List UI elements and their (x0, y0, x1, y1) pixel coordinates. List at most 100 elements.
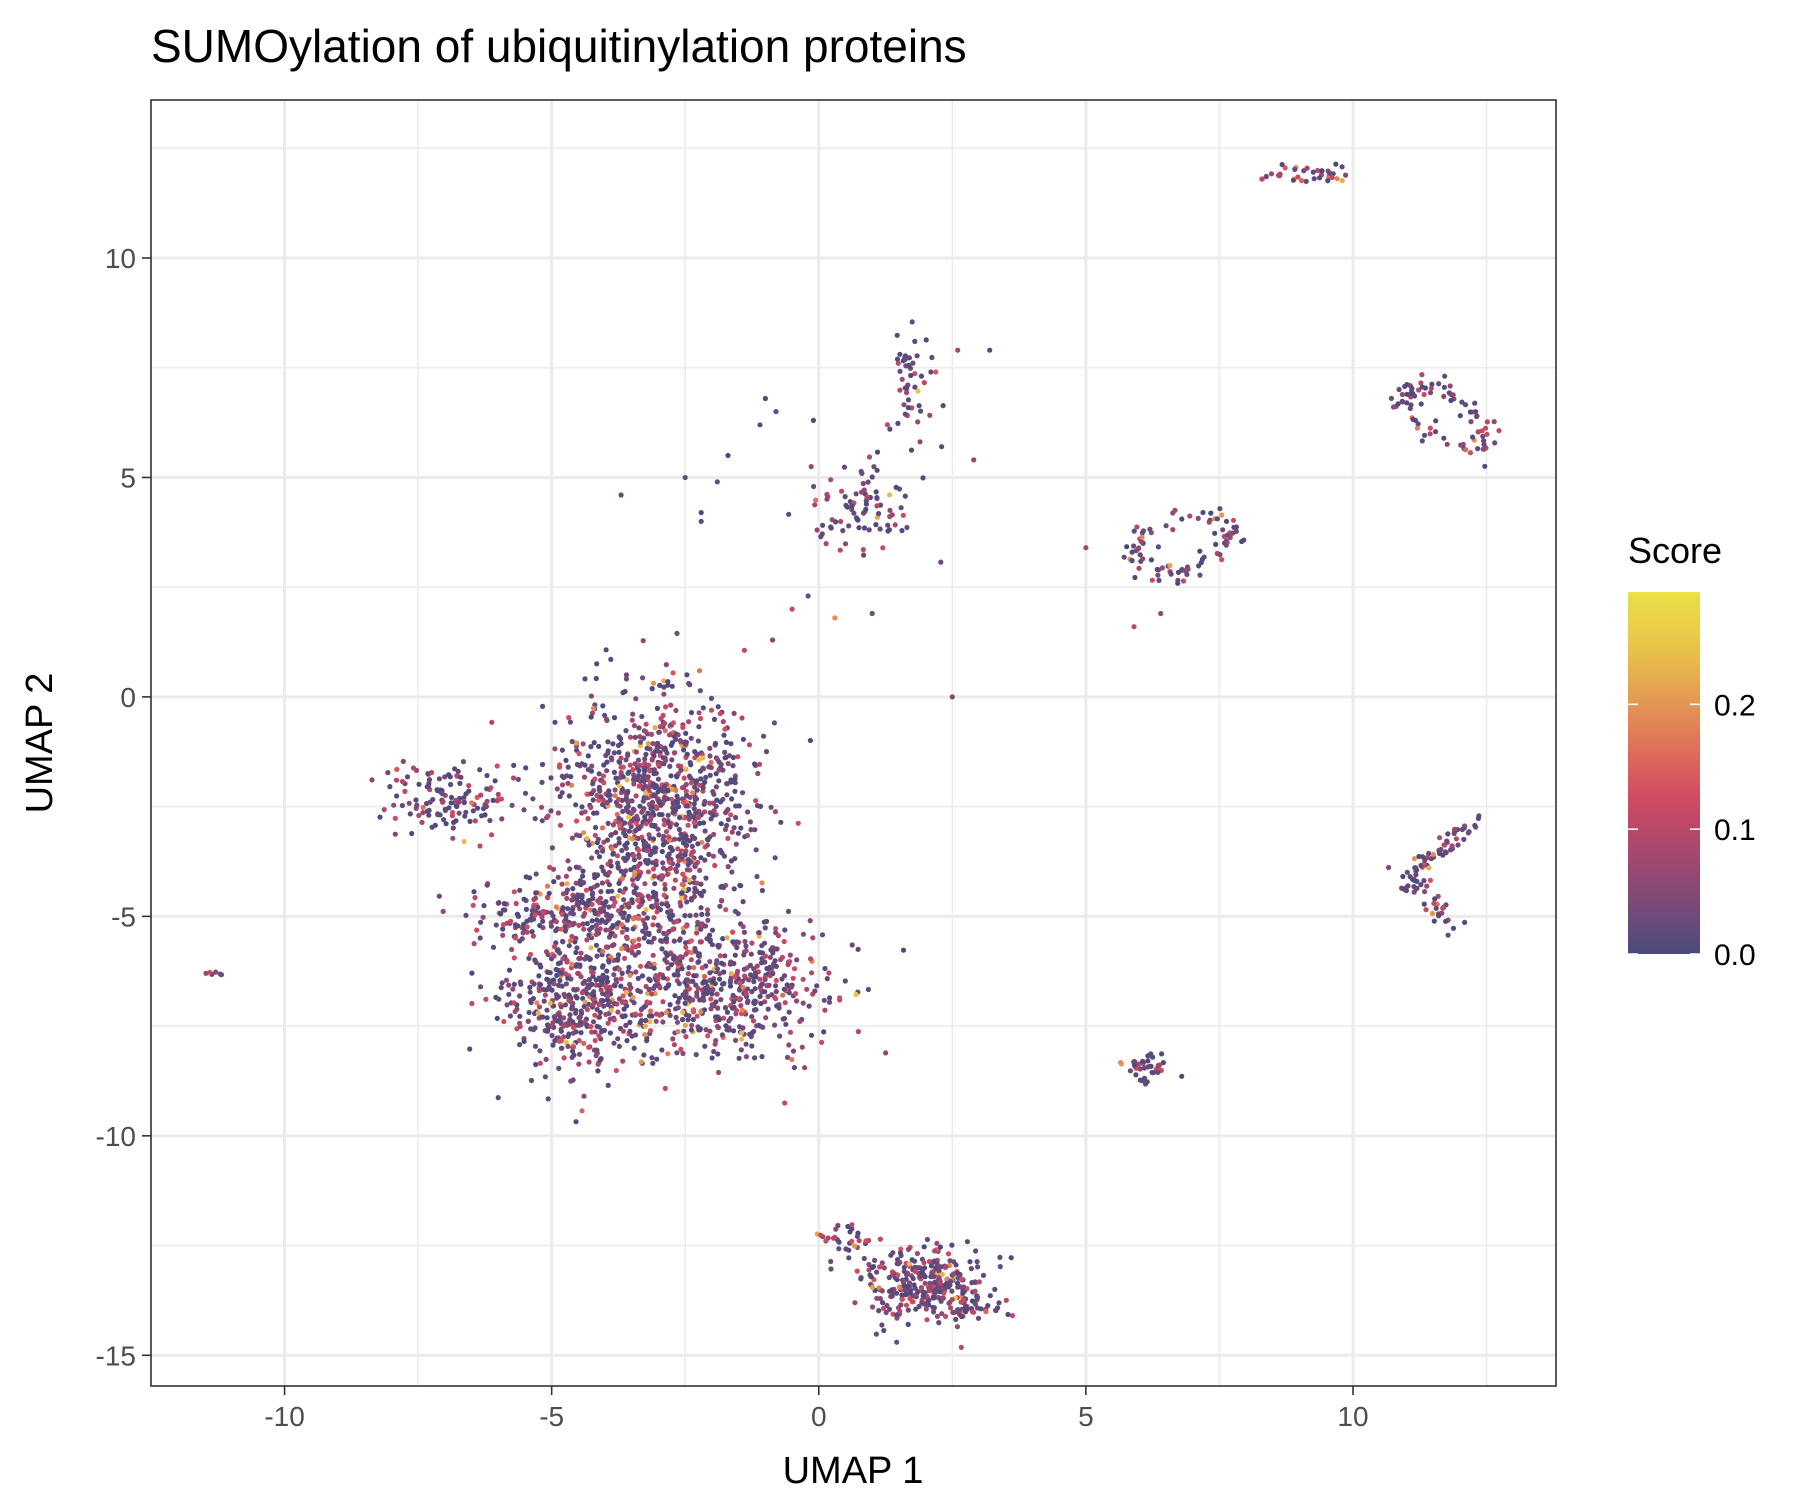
data-point (660, 975, 667, 981)
data-point (638, 1059, 644, 1065)
data-point (1468, 419, 1474, 425)
data-point (764, 982, 770, 989)
data-point (905, 1246, 912, 1252)
data-point (1390, 404, 1397, 410)
data-point (1219, 557, 1225, 563)
data-point (1404, 391, 1410, 397)
data-point (499, 816, 505, 822)
data-point (477, 935, 483, 941)
data-point (822, 965, 828, 972)
data-point (704, 907, 711, 913)
data-point (897, 1250, 904, 1256)
data-point (724, 1009, 731, 1015)
data-point (874, 1269, 880, 1275)
data-point (593, 942, 600, 948)
data-point (722, 749, 728, 756)
data-point (720, 884, 727, 891)
data-point (624, 777, 630, 783)
data-point (472, 895, 478, 901)
data-point (696, 710, 702, 716)
data-point (694, 930, 700, 936)
data-point (715, 942, 721, 949)
data-point (420, 810, 426, 816)
data-point (1259, 176, 1265, 182)
data-point (592, 832, 598, 838)
data-point (1450, 925, 1457, 931)
data-point (912, 384, 918, 390)
data-point (686, 773, 693, 779)
data-point (889, 512, 895, 518)
data-point (890, 1250, 896, 1256)
data-point (603, 944, 609, 950)
data-point (703, 1027, 709, 1033)
data-point (630, 767, 636, 773)
data-point (800, 1000, 806, 1006)
data-point (494, 763, 500, 769)
data-point (1279, 161, 1285, 168)
data-point (698, 939, 705, 945)
data-point (868, 1274, 874, 1280)
data-point (752, 1055, 758, 1061)
data-point (620, 774, 626, 780)
data-point (619, 929, 625, 935)
data-point (684, 899, 690, 905)
data-point (863, 506, 869, 512)
data-point (599, 917, 605, 923)
data-point (510, 775, 517, 781)
data-point (681, 747, 687, 753)
data-point (1179, 516, 1185, 522)
data-point (1492, 440, 1498, 446)
data-point (609, 924, 615, 931)
data-point (995, 1305, 1001, 1311)
data-point (718, 761, 724, 768)
data-point (639, 713, 645, 720)
data-point (588, 1024, 594, 1030)
data-point (828, 477, 834, 483)
data-point (565, 764, 571, 770)
data-point (781, 938, 787, 945)
data-point (699, 839, 705, 845)
data-point (576, 1061, 582, 1067)
data-point (725, 835, 731, 842)
data-point (1427, 431, 1433, 437)
data-point (529, 907, 535, 914)
data-point (849, 1238, 855, 1244)
data-point (517, 979, 524, 985)
data-point (1442, 373, 1448, 379)
data-point (928, 369, 934, 375)
data-point (419, 819, 425, 826)
data-point (520, 930, 526, 936)
data-point (668, 908, 674, 914)
data-point (673, 731, 679, 737)
data-point (749, 1043, 755, 1049)
data-point (732, 952, 738, 958)
data-point (596, 784, 603, 790)
data-point (1445, 932, 1451, 938)
data-point (484, 882, 490, 888)
data-point (678, 831, 684, 837)
data-point (648, 731, 655, 738)
data-point (960, 1290, 966, 1296)
data-point (1195, 515, 1201, 522)
data-point (983, 1309, 989, 1315)
data-point (912, 338, 918, 344)
data-point (659, 873, 665, 879)
data-point (711, 831, 717, 838)
data-point (906, 355, 913, 361)
data-point (613, 1067, 619, 1074)
data-point (645, 893, 651, 899)
data-point (596, 1002, 602, 1008)
data-point (937, 1289, 943, 1295)
data-point (623, 728, 629, 734)
data-point (467, 1046, 473, 1052)
data-point (670, 670, 676, 676)
data-point (724, 822, 730, 829)
data-point (580, 741, 586, 747)
data-point (618, 492, 624, 498)
data-point (1467, 409, 1473, 415)
data-point (600, 998, 606, 1004)
data-point (972, 1288, 978, 1294)
data-point (1197, 548, 1203, 554)
data-point (1422, 857, 1428, 863)
data-point (526, 955, 532, 962)
